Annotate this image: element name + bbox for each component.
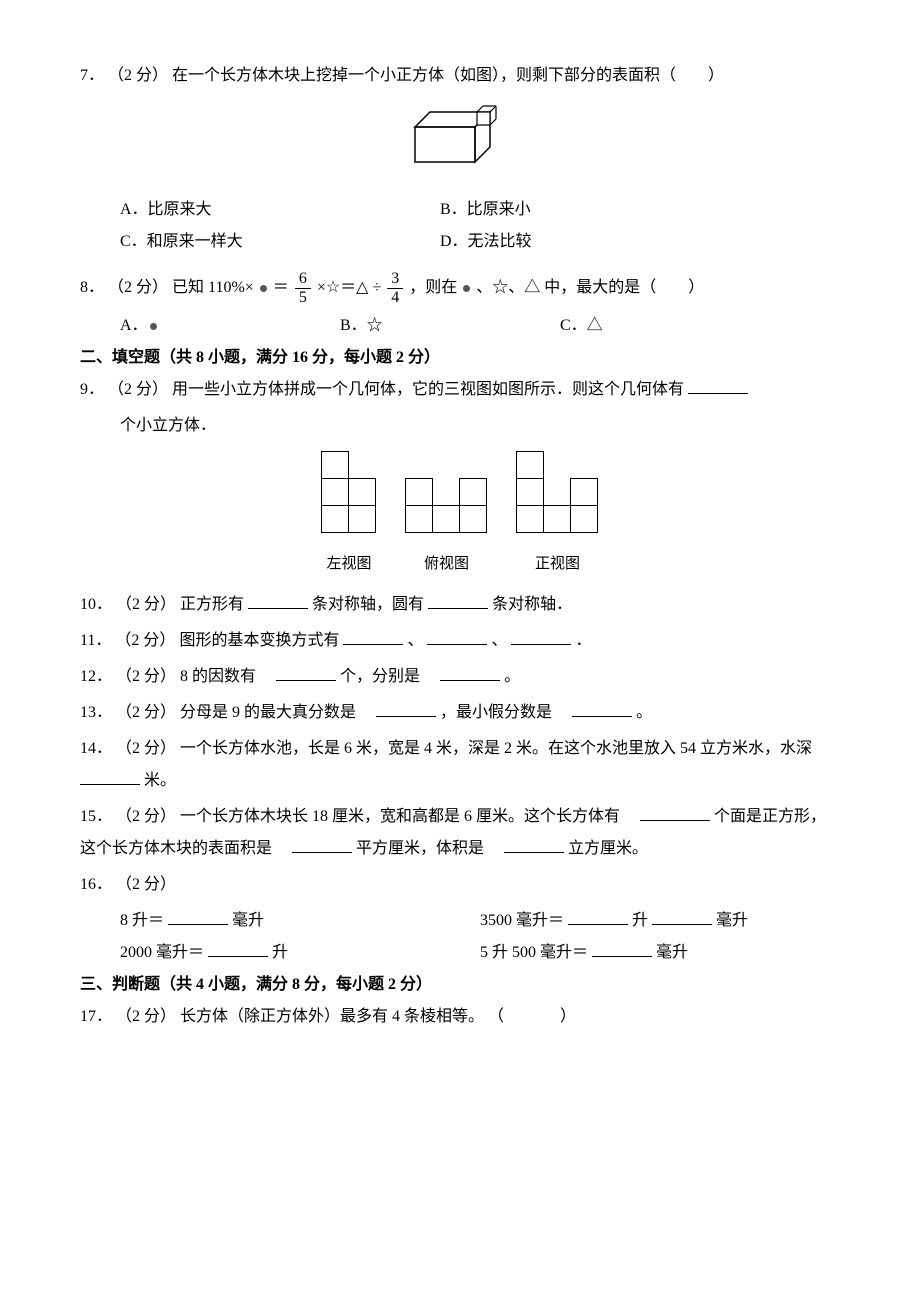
q13-blank2[interactable] <box>572 700 632 717</box>
q12-blank1[interactable] <box>276 664 336 681</box>
question-17: 17． （2 分） 长方体（除正方体外）最多有 4 条棱相等。 （ ） <box>80 1001 840 1033</box>
q9-points: （2 分） <box>108 381 168 398</box>
question-14: 14． （2 分） 一个长方体水池，长是 6 米，宽是 4 米，深是 2 米。在… <box>80 733 840 797</box>
q8-div: ÷ <box>373 279 382 296</box>
q11-points: （2 分） <box>115 632 175 649</box>
question-7: 7． （2 分） 在一个长方体木块上挖掉一个小正方体（如图），则剩下部分的表面积… <box>80 60 840 92</box>
q16-blank4[interactable] <box>208 940 268 957</box>
dot-symbol-2 <box>463 285 470 292</box>
question-11: 11． （2 分） 图形的基本变换方式有 、 、 ． <box>80 625 840 657</box>
q11-blank1[interactable] <box>343 628 403 645</box>
q15-number: 15． <box>80 808 112 825</box>
q16-row2: 2000 毫升＝ 升 5 升 500 毫升＝ 毫升 <box>80 937 840 969</box>
q16-blank3[interactable] <box>652 908 712 925</box>
q7-number: 7． <box>80 67 104 84</box>
q7-opt-d: D．无法比较 <box>440 226 760 258</box>
q17-paren[interactable]: （ ） <box>488 1008 578 1025</box>
frac-6-5: 6 5 <box>295 270 311 306</box>
q10-blank2[interactable] <box>428 592 488 609</box>
left-view: 左视图 <box>322 452 376 579</box>
q11-blank2[interactable] <box>427 628 487 645</box>
q16-number: 16． <box>80 876 112 893</box>
q8-eq: ＝ <box>273 279 289 296</box>
top-view: 俯视图 <box>406 479 487 579</box>
question-15: 15． （2 分） 一个长方体木块长 18 厘米，宽和高都是 6 厘米。这个长方… <box>80 801 840 865</box>
question-16: 16． （2 分） <box>80 869 840 901</box>
q7-opt-b: B．比原来小 <box>440 194 760 226</box>
q10-number: 10． <box>80 596 112 613</box>
q10-points: （2 分） <box>116 596 176 613</box>
q7-opt-c: C．和原来一样大 <box>120 226 440 258</box>
q16-blank2[interactable] <box>568 908 628 925</box>
q7-figure <box>80 102 840 184</box>
q8-opt-c: C．△ <box>560 310 780 342</box>
q13-points: （2 分） <box>116 704 176 721</box>
question-9: 9． （2 分） 用一些小立方体拼成一个几何体，它的三视图如图所示．则这个几何体… <box>80 374 840 406</box>
q13-number: 13． <box>80 704 112 721</box>
q8-points: （2 分） <box>108 279 168 296</box>
q8-options: A． B．☆ C．△ <box>80 310 840 342</box>
front-view: 正视图 <box>517 452 598 579</box>
q12-points: （2 分） <box>116 668 176 685</box>
q8-post: ，则在 <box>409 279 461 296</box>
q7-opt-a: A．比原来大 <box>120 194 440 226</box>
q8-opt-a: A． <box>120 310 340 342</box>
q16-blank5[interactable] <box>592 940 652 957</box>
q17-points: （2 分） <box>116 1008 176 1025</box>
q15-blank3[interactable] <box>504 836 564 853</box>
q13-blank1[interactable] <box>376 700 436 717</box>
q15-blank1[interactable] <box>640 804 710 821</box>
q14-points: （2 分） <box>116 740 176 757</box>
q14-blank1[interactable] <box>80 768 140 785</box>
q10-blank1[interactable] <box>248 592 308 609</box>
q8-mid1: ×☆＝△ <box>317 279 369 296</box>
q9-text1: 用一些小立方体拼成一个几何体，它的三视图如图所示．则这个几何体有 <box>172 381 684 398</box>
q9-number: 9． <box>80 381 104 398</box>
q12-blank2[interactable] <box>440 664 500 681</box>
q7-text: 在一个长方体木块上挖掉一个小正方体（如图），则剩下部分的表面积（ ） <box>172 67 724 84</box>
q16-row1: 8 升＝ 毫升 3500 毫升＝ 升 毫升 <box>80 905 840 937</box>
q8-number: 8． <box>80 279 104 296</box>
section-2-header: 二、填空题（共 8 小题，满分 16 分，每小题 2 分） <box>80 342 840 374</box>
q11-number: 11． <box>80 632 111 649</box>
q17-number: 17． <box>80 1008 112 1025</box>
q16-blank1[interactable] <box>168 908 228 925</box>
q9-views: 左视图 俯视图 正视图 <box>80 452 840 579</box>
section-3-header: 三、判断题（共 4 小题，满分 8 分，每小题 2 分） <box>80 969 840 1001</box>
q12-number: 12． <box>80 668 112 685</box>
question-13: 13． （2 分） 分母是 9 的最大真分数是 ，最小假分数是 。 <box>80 697 840 729</box>
q15-blank2[interactable] <box>292 836 352 853</box>
frac-3-4: 3 4 <box>387 270 403 306</box>
q7-points: （2 分） <box>108 67 168 84</box>
q8-pre: 已知 110%× <box>172 279 254 296</box>
q9-blank[interactable] <box>688 377 748 394</box>
q8-post2: 、☆、△ 中，最大的是（ ） <box>476 279 704 296</box>
question-8: 8． （2 分） 已知 110%× ＝ 6 5 ×☆＝△ ÷ 3 4 ，则在 、… <box>80 270 840 306</box>
dot-symbol-1 <box>260 285 267 292</box>
q9-text2: 个小立方体． <box>80 410 840 442</box>
question-12: 12． （2 分） 8 的因数有 个，分别是 。 <box>80 661 840 693</box>
dot-symbol-3 <box>150 323 157 330</box>
q15-points: （2 分） <box>116 808 176 825</box>
q14-number: 14． <box>80 740 112 757</box>
q7-options-row1: A．比原来大 B．比原来小 <box>80 194 840 226</box>
q8-opt-b: B．☆ <box>340 310 560 342</box>
question-10: 10． （2 分） 正方形有 条对称轴，圆有 条对称轴． <box>80 589 840 621</box>
q7-options-row2: C．和原来一样大 D．无法比较 <box>80 226 840 258</box>
q11-blank3[interactable] <box>511 628 571 645</box>
q16-points: （2 分） <box>116 876 176 893</box>
